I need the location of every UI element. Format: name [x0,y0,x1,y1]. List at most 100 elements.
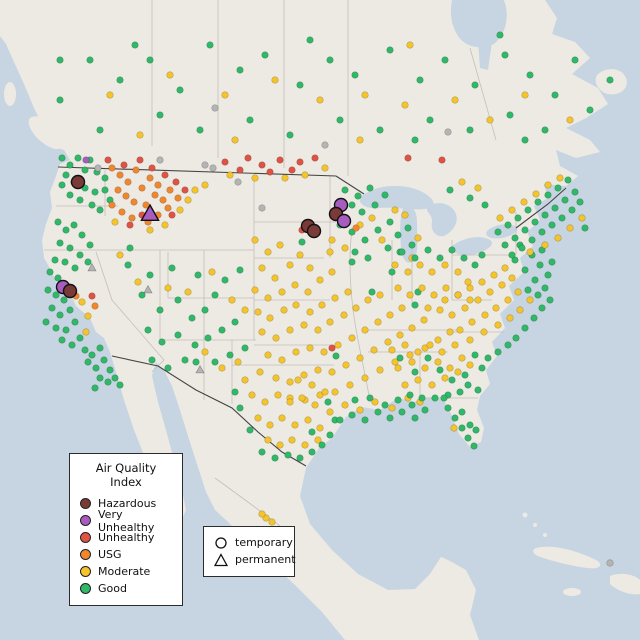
aqi-point[interactable] [138,184,146,192]
aqi-point[interactable] [86,56,94,64]
aqi-point[interactable] [288,166,296,174]
aqi-point[interactable] [328,344,336,352]
aqi-point[interactable] [266,421,274,429]
aqi-point[interactable] [356,406,364,414]
aqi-point[interactable] [56,56,64,64]
aqi-point[interactable] [306,344,314,352]
aqi-point[interactable] [86,241,94,249]
aqi-point[interactable] [94,164,102,172]
aqi-point[interactable] [394,231,402,239]
aqi-point[interactable] [530,314,538,322]
aqi-point[interactable] [188,314,196,322]
aqi-point[interactable] [258,510,266,518]
aqi-point[interactable] [468,318,476,326]
aqi-point[interactable] [54,274,62,282]
aqi-point[interactable] [158,338,166,346]
aqi-point[interactable] [266,168,274,176]
aqi-point[interactable] [366,394,374,402]
aqi-point[interactable] [424,354,432,362]
aqi-point[interactable] [578,214,586,222]
aqi-point[interactable] [401,381,409,389]
aqi-point[interactable] [391,206,399,214]
aqi-point[interactable] [231,318,239,326]
aqi-point[interactable] [331,294,339,302]
aqi-point[interactable] [316,424,324,432]
aqi-point[interactable] [201,306,209,314]
aqi-permanent-point[interactable] [195,364,205,374]
aqi-point[interactable] [306,36,314,44]
aqi-point[interactable] [386,414,394,422]
aqi-point[interactable] [351,248,359,256]
aqi-point[interactable] [334,341,342,349]
aqi-point[interactable] [541,126,549,134]
aqi-point[interactable] [71,264,79,272]
aqi-point[interactable] [341,186,349,194]
aqi-point[interactable] [304,416,312,424]
aqi-point[interactable] [81,346,89,354]
aqi-point[interactable] [484,354,492,362]
aqi-point[interactable] [391,261,399,269]
aqi-point[interactable] [388,268,396,276]
aqi-point[interactable] [116,171,124,179]
aqi-point[interactable] [532,190,540,198]
aqi-point[interactable] [418,394,426,402]
aqi-point[interactable] [411,368,419,376]
aqi-point[interactable] [381,401,389,409]
aqi-point[interactable] [194,271,202,279]
aqi-point[interactable] [514,288,522,296]
aqi-point[interactable] [451,414,459,422]
aqi-point[interactable] [138,291,146,299]
aqi-point[interactable] [416,76,424,84]
aqi-point[interactable] [541,211,549,219]
aqi-point[interactable] [508,274,516,282]
aqi-point[interactable] [301,171,309,179]
aqi-point[interactable] [430,291,438,299]
aqi-point[interactable] [76,251,84,259]
aqi-point[interactable] [438,348,446,356]
aqi-point[interactable] [276,156,284,164]
aqi-point[interactable] [231,136,239,144]
aqi-point[interactable] [501,241,509,249]
aqi-point[interactable] [161,171,169,179]
aqi-point[interactable] [374,408,382,416]
aqi-point[interactable] [146,271,154,279]
aqi-point[interactable] [308,448,316,456]
aqi-point[interactable] [384,244,392,252]
aqi-point[interactable] [361,326,369,334]
aqi-point[interactable] [478,278,486,286]
aqi-point[interactable] [398,304,406,312]
aqi-point[interactable] [264,248,272,256]
aqi-point[interactable] [276,441,284,449]
aqi-point[interactable] [278,356,286,364]
aqi-point[interactable] [231,388,239,396]
aqi-point[interactable] [394,396,402,404]
aqi-point[interactable] [411,301,419,309]
aqi-point[interactable] [56,96,64,104]
aqi-point[interactable] [104,156,112,164]
aqi-point[interactable] [296,158,304,166]
aqi-point[interactable] [62,326,70,334]
aqi-point[interactable] [321,388,329,396]
aqi-point[interactable] [568,206,576,214]
aqi-point[interactable] [606,559,614,567]
aqi-point[interactable] [246,116,254,124]
aqi-point[interactable] [108,201,116,209]
aqi-point[interactable] [534,198,542,206]
aqi-point[interactable] [414,234,422,242]
aqi-point[interactable] [58,154,66,162]
aqi-point[interactable] [446,186,454,194]
aqi-point[interactable] [494,321,502,329]
aqi-point[interactable] [441,261,449,269]
aqi-point[interactable] [176,206,184,214]
aqi-point[interactable] [130,198,138,206]
aqi-point[interactable] [204,334,212,342]
aqi-point[interactable] [571,56,579,64]
aqi-point[interactable] [414,288,422,296]
aqi-point[interactable] [446,364,454,372]
aqi-point[interactable] [241,376,249,384]
aqi-point[interactable] [494,348,502,356]
aqi-point[interactable] [531,218,539,226]
aqi-point[interactable] [316,276,324,284]
aqi-point[interactable] [421,406,429,414]
aqi-point[interactable] [386,218,394,226]
